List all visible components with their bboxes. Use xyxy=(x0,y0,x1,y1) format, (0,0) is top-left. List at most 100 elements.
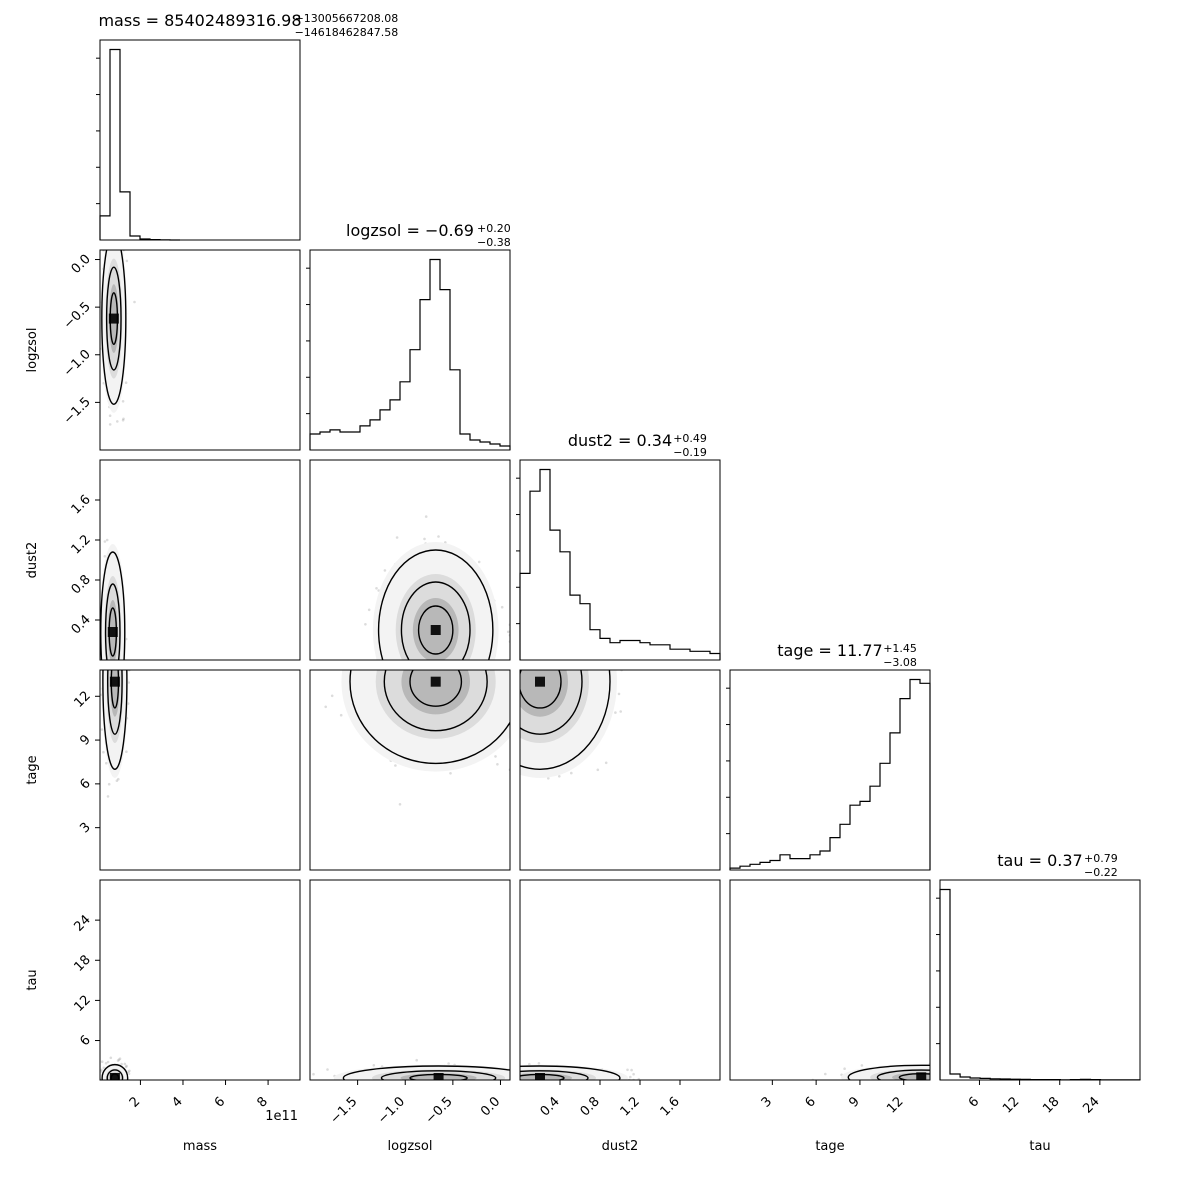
y-tick-label: 9 xyxy=(77,732,93,748)
panel-frame xyxy=(729,879,931,1081)
sample-point xyxy=(477,560,481,564)
contour xyxy=(417,605,454,655)
density-peak xyxy=(535,1072,545,1080)
histogram-bin xyxy=(870,786,880,870)
contour xyxy=(109,292,119,345)
histogram-step xyxy=(309,258,511,450)
sample-point xyxy=(423,537,426,541)
sample-point xyxy=(312,1072,315,1076)
x-tick-label: −0.5 xyxy=(423,1094,456,1127)
histogram-bin xyxy=(860,801,870,870)
title-upper-error: +13005667208.08 xyxy=(295,12,399,25)
sample-point xyxy=(395,536,399,539)
contour xyxy=(349,670,510,765)
y-axis-label-logzsol: logzsol xyxy=(25,328,40,373)
sample-point xyxy=(105,761,108,765)
panel-logzsol-dust2 xyxy=(309,459,511,661)
title-lower-error: −3.08 xyxy=(883,656,917,669)
x-tick-label: 24 xyxy=(1080,1094,1102,1116)
histogram-bin xyxy=(950,1074,960,1080)
contour xyxy=(409,1073,468,1080)
panel-frame xyxy=(99,459,301,661)
density-peak xyxy=(109,676,120,687)
contour xyxy=(105,266,122,371)
panel-frame xyxy=(309,249,511,451)
sample-point xyxy=(115,779,119,782)
panel-frame xyxy=(309,879,511,1081)
contour xyxy=(520,670,611,770)
sample-point xyxy=(118,1057,122,1060)
panel-mass-logzsol xyxy=(99,249,301,451)
histogram-bin xyxy=(570,595,580,660)
y-axis-logzsol: −1.5 −1.0 −0.5 0.0 logzsol xyxy=(25,252,100,428)
sample-point xyxy=(626,1068,629,1072)
histogram-bin xyxy=(940,890,950,1081)
x-axis-label-dust2: dust2 xyxy=(602,1139,639,1154)
density-level xyxy=(520,670,568,717)
density-peak xyxy=(535,676,545,687)
panel-logzsol-tage xyxy=(309,669,511,871)
y-axis-tage: 3 6 9 12 tage xyxy=(25,688,100,836)
sample-point xyxy=(100,1060,104,1063)
histogram-bin xyxy=(680,649,690,660)
contour xyxy=(101,1063,129,1080)
density-peak xyxy=(107,627,118,637)
histogram-tage: tage = 11.77 +1.45−3.08 xyxy=(726,641,931,871)
sample-point xyxy=(121,418,125,422)
density-level xyxy=(401,670,470,715)
sample-point xyxy=(449,772,452,775)
sample-point xyxy=(824,1072,827,1076)
contour xyxy=(847,1064,930,1080)
x-axis-tage: 3 6 9 12 tage xyxy=(759,1080,907,1154)
density-peak xyxy=(430,625,441,635)
panel-frame xyxy=(309,669,511,871)
contour xyxy=(102,670,128,770)
histogram-bin xyxy=(880,763,890,870)
x-axis-logzsol: −1.5 −1.0 −0.5 0.0 logzsol xyxy=(328,1080,503,1154)
y-tick-label: −0.5 xyxy=(61,299,94,332)
histogram-bin xyxy=(810,855,820,870)
density-peak xyxy=(109,1072,120,1080)
y-axis-label-tage: tage xyxy=(25,755,40,784)
title-dust2: dust2 = 0.34 xyxy=(568,431,672,450)
histogram-bin xyxy=(550,530,560,660)
histogram-tau: tau = 0.37 +0.79−0.22 xyxy=(936,851,1141,1081)
histogram-bin xyxy=(520,573,530,660)
histogram-bin xyxy=(780,855,790,870)
sample-point xyxy=(100,728,104,731)
y-axis-label-dust2: dust2 xyxy=(25,542,40,579)
contour xyxy=(409,670,463,707)
histogram-bin xyxy=(340,432,350,450)
histogram-bin xyxy=(890,733,900,870)
x-tick-label: 12 xyxy=(884,1094,906,1116)
sample-point xyxy=(123,1062,127,1066)
sample-point xyxy=(124,381,128,385)
x-axis-tau: 6 12 18 24 tau xyxy=(966,1080,1103,1154)
title-lower-error: −0.19 xyxy=(673,446,707,459)
histogram-bin xyxy=(710,654,720,661)
histogram-bin xyxy=(450,370,460,450)
title-tage: tage = 11.77 xyxy=(777,641,882,660)
sample-point xyxy=(125,750,128,753)
histogram-bin xyxy=(830,838,840,870)
histogram-bin xyxy=(750,864,760,870)
contour xyxy=(520,1070,589,1080)
title-text: tau = 0.37 xyxy=(997,851,1082,870)
y-tick-label: −1.0 xyxy=(61,347,94,380)
histogram-bin xyxy=(650,645,660,660)
histogram-step xyxy=(729,678,931,870)
histogram-bin xyxy=(480,442,490,450)
sample-point xyxy=(375,587,378,590)
y-axis-tau: 6 12 18 24 tau xyxy=(25,912,100,1049)
x-tick-label: 18 xyxy=(1040,1094,1062,1116)
histogram-bin xyxy=(690,651,700,660)
panel-frame xyxy=(99,249,301,451)
histogram-bin xyxy=(540,470,550,661)
x-tick-label: −1.0 xyxy=(375,1094,408,1127)
y-tick-label: 0.8 xyxy=(69,572,94,597)
title-logzsol: logzsol = −0.69 xyxy=(346,221,474,240)
contour xyxy=(520,1073,565,1080)
histogram-bin xyxy=(840,824,850,870)
sample-point xyxy=(614,711,617,714)
